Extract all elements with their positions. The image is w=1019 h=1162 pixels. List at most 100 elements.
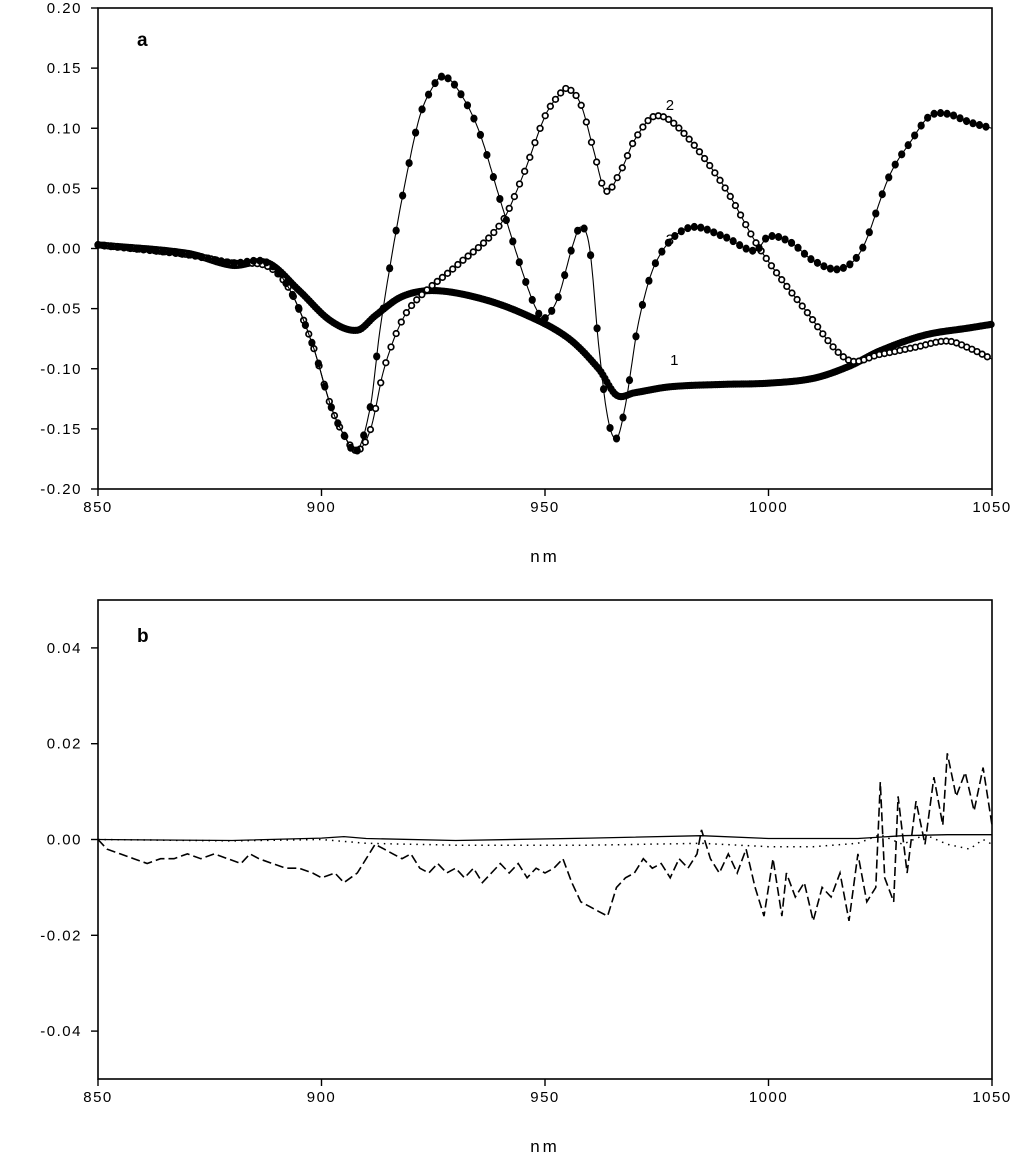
- data-point: [423, 286, 431, 294]
- data-point: [829, 343, 837, 351]
- data-point: [541, 112, 549, 120]
- data-point: [536, 124, 544, 133]
- data-point: [405, 159, 413, 168]
- data-point: [94, 240, 102, 249]
- data-point: [695, 148, 704, 156]
- x-tick-label: 1050: [972, 499, 1011, 516]
- data-point: [386, 264, 394, 273]
- data-point: [781, 235, 789, 244]
- data-point: [608, 183, 616, 191]
- data-point: [658, 247, 666, 256]
- data-point: [778, 276, 786, 284]
- data-point: [479, 239, 488, 247]
- y-tick-label: 0.04: [47, 640, 82, 657]
- data-point: [721, 184, 729, 192]
- data-point: [211, 255, 219, 264]
- data-point: [723, 233, 731, 242]
- data-point: [582, 118, 590, 126]
- data-point: [619, 413, 627, 422]
- data-point: [522, 277, 530, 286]
- data-point: [541, 314, 549, 323]
- data-point: [634, 131, 642, 139]
- data-point: [924, 113, 932, 122]
- data-point: [185, 250, 193, 259]
- data-point: [645, 276, 653, 285]
- data-point: [515, 180, 524, 188]
- data-point: [749, 246, 757, 255]
- data-point: [820, 262, 828, 271]
- x-tick-label: 850: [83, 1089, 113, 1106]
- data-point: [424, 90, 433, 99]
- data-point: [572, 91, 580, 100]
- data-point: [236, 258, 245, 267]
- data-point: [191, 251, 199, 260]
- data-point: [457, 90, 465, 99]
- data-point: [761, 234, 770, 243]
- data-point: [509, 237, 517, 246]
- data-point: [690, 141, 698, 149]
- data-point: [586, 251, 595, 260]
- data-point: [703, 225, 711, 234]
- data-point: [711, 169, 719, 177]
- dashed-line: [97, 753, 993, 922]
- data-point: [172, 249, 180, 258]
- data-point: [793, 295, 801, 304]
- x-tick-label: 950: [530, 1089, 560, 1106]
- data-point: [839, 263, 847, 272]
- data-point: [282, 279, 290, 288]
- x-axis-title: nm: [530, 1137, 560, 1156]
- data-point: [551, 95, 560, 103]
- data-point: [366, 403, 374, 412]
- data-point: [742, 244, 750, 253]
- data-point: [526, 153, 534, 161]
- series-dotted: [97, 833, 993, 850]
- solid-line: [97, 834, 992, 842]
- data-point: [178, 249, 186, 258]
- data-point: [638, 300, 647, 309]
- data-point: [800, 249, 809, 258]
- data-point: [407, 301, 416, 310]
- data-point: [599, 385, 608, 394]
- data-point: [146, 246, 154, 255]
- data-point: [450, 80, 459, 89]
- data-point: [731, 201, 740, 210]
- data-point: [651, 259, 660, 268]
- data-point: [574, 226, 582, 235]
- data-point: [684, 224, 692, 233]
- data-point: [762, 254, 770, 263]
- data-point: [548, 306, 556, 315]
- data-point: [464, 252, 472, 260]
- data-point: [943, 109, 951, 118]
- data-point: [767, 262, 776, 270]
- data-point: [833, 265, 841, 274]
- data-point: [489, 173, 497, 182]
- data-point: [454, 260, 462, 269]
- y-tick-label: -0.04: [40, 1023, 82, 1040]
- data-point: [690, 222, 698, 231]
- data-point: [392, 226, 400, 235]
- data-point: [774, 232, 783, 241]
- dotted-line: [97, 833, 993, 850]
- data-point: [308, 338, 316, 347]
- x-axis-title: nm: [530, 547, 560, 566]
- data-point: [808, 316, 817, 324]
- data-point: [411, 128, 420, 137]
- data-point: [133, 244, 141, 253]
- data-point: [301, 321, 310, 330]
- panel-label: a: [137, 30, 148, 51]
- data-point: [807, 255, 815, 264]
- data-point: [275, 269, 284, 278]
- data-point: [891, 160, 899, 169]
- y-tick-label: 0.10: [47, 120, 82, 137]
- data-point: [515, 258, 523, 267]
- data-point: [314, 359, 322, 368]
- x-tick-label: 850: [83, 499, 113, 516]
- data-point: [347, 443, 355, 452]
- y-tick-label: 0.15: [47, 60, 82, 77]
- data-point: [502, 216, 510, 225]
- data-point: [956, 114, 964, 123]
- data-point: [510, 192, 519, 201]
- data-point: [535, 309, 543, 318]
- data-point: [606, 423, 614, 432]
- data-point: [742, 220, 750, 229]
